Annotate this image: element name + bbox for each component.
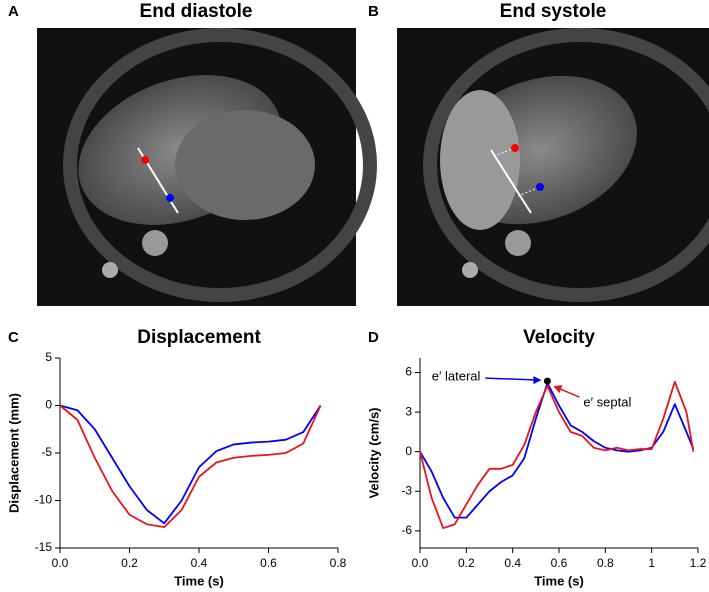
x-tick-label: 0.4 (504, 556, 521, 570)
arrow-head (533, 376, 542, 385)
panel-letter: B (368, 3, 379, 20)
panel-letter: A (8, 3, 19, 20)
x-tick-label: 0.6 (260, 556, 277, 570)
chart-title: Velocity (523, 327, 595, 348)
x-tick-label: 0.4 (191, 556, 208, 570)
annotation: e′ lateral (432, 369, 481, 384)
panel-title: End diastole (140, 1, 253, 22)
y-tick-label: 5 (45, 350, 52, 364)
y-axis-label: Displacement (mm) (6, 393, 21, 513)
chart-title: Displacement (137, 327, 261, 348)
annotation: e′ septal (583, 395, 631, 410)
x-tick-label: 0.6 (551, 556, 568, 570)
line-series (59, 404, 322, 525)
x-tick-label: 0.2 (458, 556, 475, 570)
x-tick-label: 1 (648, 556, 655, 570)
peak-dot (543, 377, 551, 385)
panel-title: End systole (500, 1, 607, 22)
x-axis-label: Time (s) (174, 573, 224, 588)
mri-image-a (37, 28, 377, 306)
y-tick-label: 0 (405, 444, 412, 458)
line-series (419, 382, 695, 519)
x-tick-label: 0.8 (597, 556, 614, 570)
x-tick-label: 0.8 (330, 556, 347, 570)
annotation-arrow (485, 377, 540, 381)
y-tick-label: 0 (45, 398, 52, 412)
mri-image-b (397, 28, 709, 306)
panel-letter: D (368, 329, 379, 346)
y-tick-label: -10 (35, 493, 53, 507)
panel-letter: C (8, 329, 19, 346)
x-tick-label: 0.0 (412, 556, 429, 570)
line-series (419, 380, 695, 530)
x-axis-label: Time (s) (534, 573, 584, 588)
y-tick-label: -3 (401, 483, 412, 497)
y-tick-label: 3 (405, 404, 412, 418)
line-series (59, 404, 322, 528)
x-tick-label: 0.0 (52, 556, 69, 570)
y-tick-label: -15 (35, 540, 53, 554)
x-tick-label: 0.2 (121, 556, 138, 570)
arrow-head (553, 385, 563, 394)
y-axis-label: Velocity (cm/s) (366, 407, 381, 498)
x-tick-label: 1.2 (690, 556, 707, 570)
y-tick-label: -5 (41, 445, 52, 459)
y-tick-label: -6 (401, 523, 412, 537)
y-tick-label: 6 (405, 365, 412, 379)
